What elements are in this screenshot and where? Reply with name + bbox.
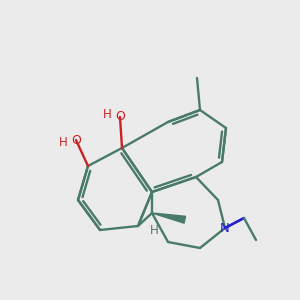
Text: H: H — [150, 224, 158, 238]
Text: O: O — [71, 134, 81, 146]
Polygon shape — [152, 213, 186, 223]
Text: H: H — [58, 136, 68, 148]
Text: N: N — [220, 221, 230, 235]
Text: H: H — [103, 107, 111, 121]
Text: O: O — [115, 110, 125, 124]
